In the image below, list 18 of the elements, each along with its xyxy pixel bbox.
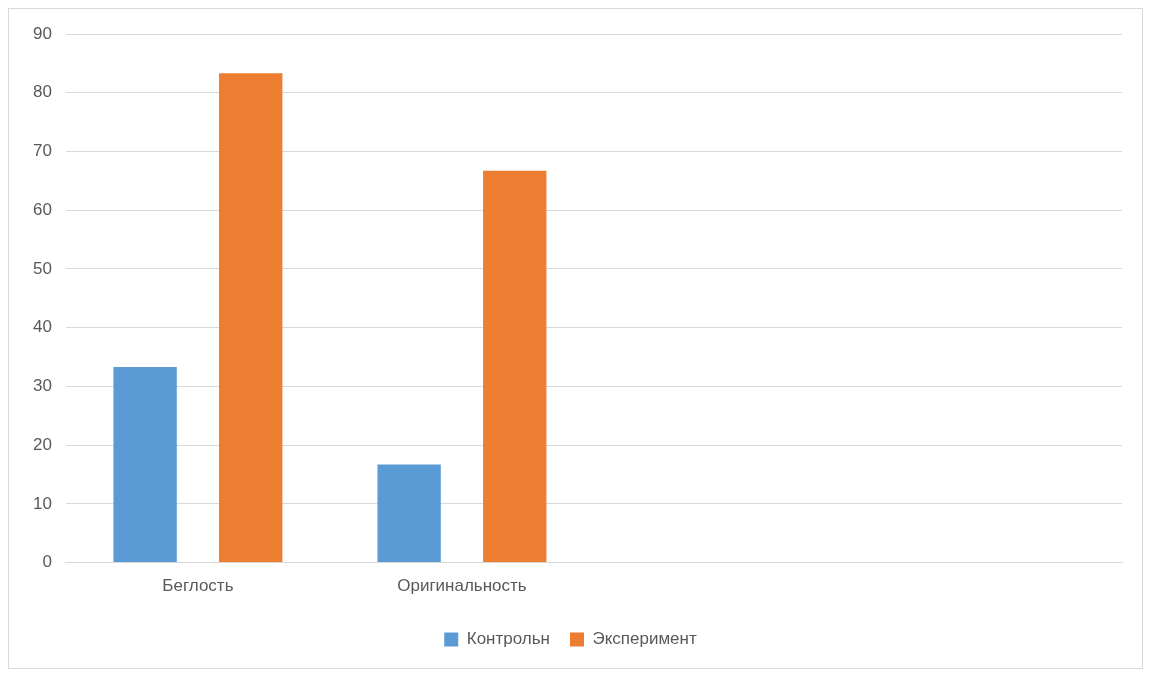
y-tick-label: 90 [32,23,52,43]
y-tick-label: 20 [32,434,52,454]
bar [377,464,441,563]
x-tick-label: Оригинальность [397,576,527,596]
y-tick-label: 40 [32,317,52,337]
y-tick-label: 0 [42,552,52,572]
y-tick-label: 60 [32,199,52,219]
y-tick-label: 30 [32,376,52,396]
legend-label: Эксперимент [592,629,697,649]
x-tick-label: Беглость [162,576,234,596]
y-tick-label: 50 [32,258,52,278]
y-tick-label: 80 [32,82,52,102]
bar [113,367,177,563]
legend-label: Контрольн [466,629,550,649]
bar [219,73,283,563]
bar [483,170,547,563]
y-tick-label: 10 [32,493,52,513]
y-tick-label: 70 [32,141,52,161]
